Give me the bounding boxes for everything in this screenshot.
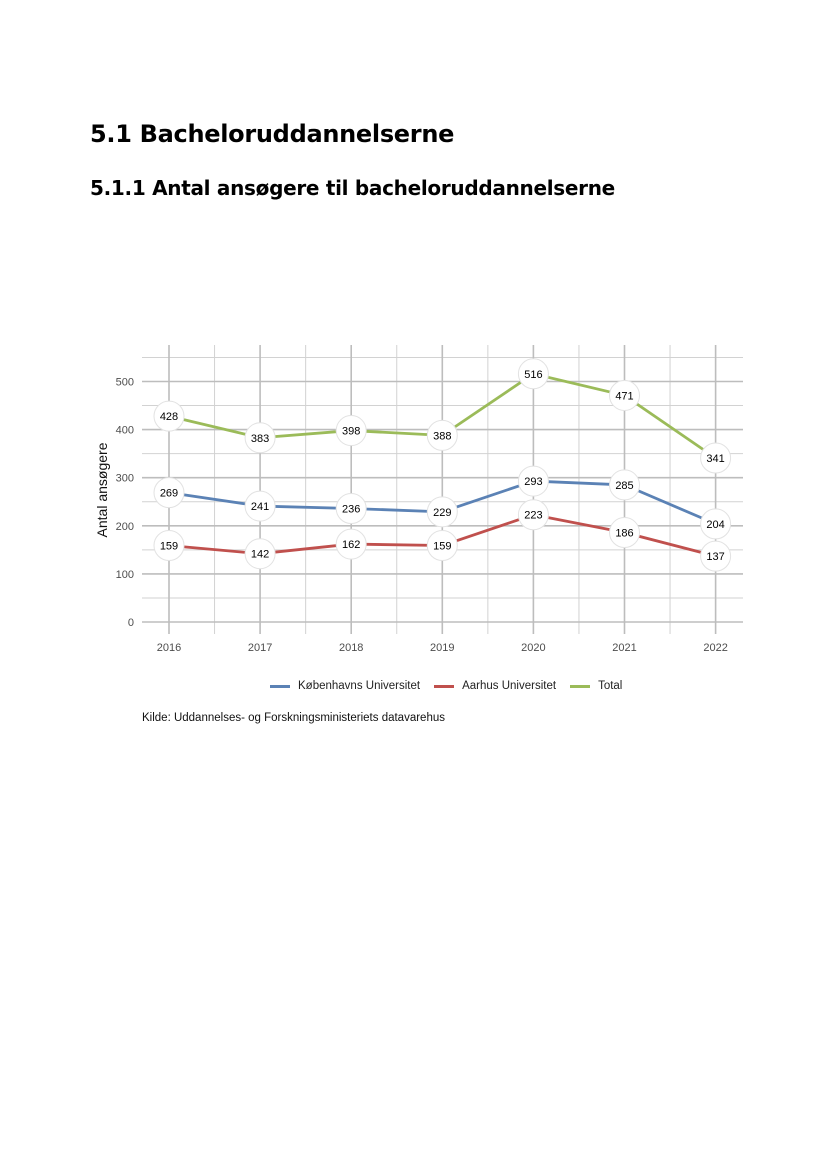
x-tick-label: 2022 [703,642,727,654]
data-point [426,530,458,562]
data-label: 223 [524,510,542,522]
x-tick-label: 2019 [430,642,454,654]
legend-item: Aarhus Universitet [434,680,556,692]
data-label: 229 [433,507,451,519]
data-label: 516 [524,369,542,381]
data-point [244,490,276,522]
data-label: 383 [251,433,269,445]
data-label: 241 [251,501,269,513]
data-label: 137 [706,551,724,563]
x-tick-label: 2017 [248,642,272,654]
data-point [609,469,640,501]
data-point [517,499,549,531]
data-label: 159 [160,541,178,553]
legend-label: Aarhus Universitet [462,680,557,692]
data-point [335,492,367,524]
x-tick-label: 2018 [339,642,363,654]
x-tick-label: 2016 [157,642,181,654]
data-label: 204 [706,519,724,531]
data-point [153,400,185,432]
source-note: Kilde: Uddannelses- og Forskningsministe… [142,712,445,724]
data-point [609,517,640,549]
y-tick-label: 100 [116,569,134,581]
legend-item: Københavns Universitet [270,680,420,692]
legend-swatch [270,684,290,688]
data-point [244,538,276,570]
y-tick-label: 200 [116,521,134,533]
data-point [517,358,549,390]
data-label: 269 [160,488,178,500]
data-label: 341 [706,453,724,465]
data-point [609,379,640,411]
data-point [700,442,732,474]
data-point [153,530,185,562]
data-point [426,496,458,528]
data-label: 236 [342,503,360,515]
data-label: 471 [615,390,633,402]
section-heading: 5.1 Bacheloruddannelserne [90,120,455,148]
x-tick-label: 2021 [612,642,636,654]
y-tick-label: 300 [116,473,134,485]
data-label: 159 [433,541,451,553]
legend-label: Total [598,680,623,692]
data-point [426,419,458,451]
data-point [335,415,367,447]
data-point [700,508,732,540]
data-point [700,540,732,572]
y-tick-label: 0 [128,617,134,629]
data-point [153,477,185,509]
data-label: 293 [524,476,542,488]
data-label: 186 [615,528,633,540]
data-label: 285 [615,480,633,492]
legend-label: Københavns Universitet [298,680,421,692]
data-point [517,465,549,497]
legend-swatch [570,684,591,688]
y-tick-label: 400 [116,425,134,437]
data-label: 142 [251,549,269,561]
data-point [244,422,276,454]
legend-item: Total [570,680,622,692]
y-axis-title: Antal ansøgere [94,442,110,537]
subsection-heading: 5.1.1 Antal ansøgere til bacheloruddanne… [90,176,615,200]
y-tick-label: 500 [116,377,134,389]
data-point [335,528,367,560]
data-label: 398 [342,426,360,438]
data-label: 388 [433,430,451,442]
legend-swatch [434,684,455,688]
data-label: 428 [160,411,178,423]
x-tick-label: 2020 [521,642,545,654]
chart-legend: Københavns Universitet Aarhus Universitet… [270,680,636,692]
data-label: 162 [342,539,360,551]
